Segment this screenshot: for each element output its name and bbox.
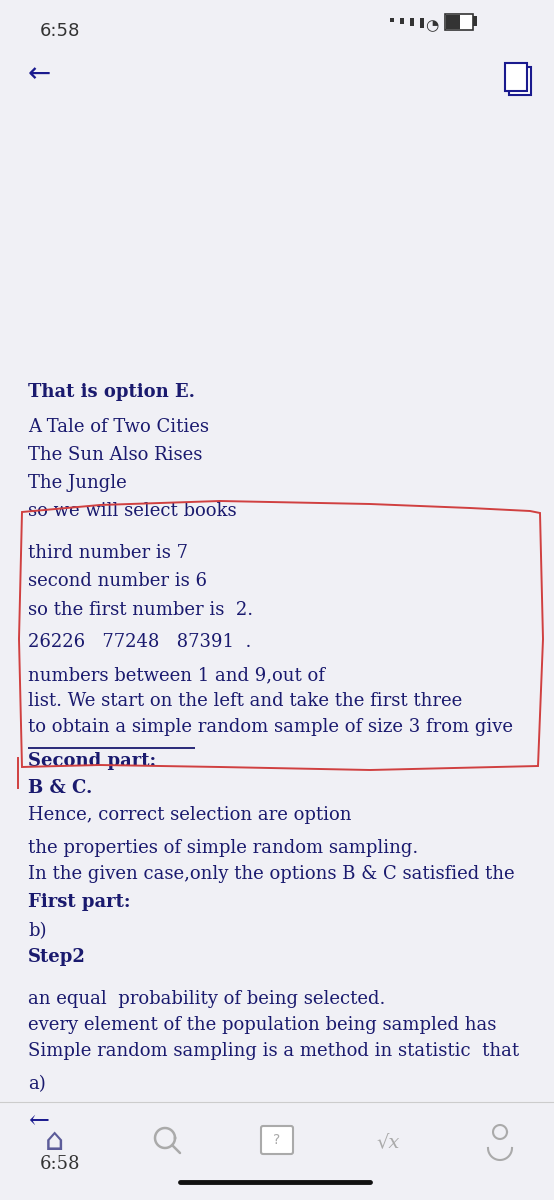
Text: ←: ← (28, 1110, 49, 1133)
FancyBboxPatch shape (473, 16, 477, 26)
Text: Second part:: Second part: (28, 752, 156, 770)
Text: The Jungle: The Jungle (28, 474, 127, 492)
Text: b): b) (28, 922, 47, 940)
Text: second number is 6: second number is 6 (28, 572, 207, 590)
Text: ←: ← (28, 60, 52, 88)
FancyBboxPatch shape (446, 14, 460, 29)
Text: ◔: ◔ (425, 18, 439, 32)
Text: so the first number is  2.: so the first number is 2. (28, 601, 253, 619)
Text: ⌂: ⌂ (45, 1128, 65, 1157)
Text: A Tale of Two Cities: A Tale of Two Cities (28, 418, 209, 436)
Text: a): a) (28, 1075, 46, 1093)
Text: 6:58: 6:58 (40, 1154, 80, 1174)
Bar (390, 18, 394, 22)
Text: Hence, correct selection are option: Hence, correct selection are option (28, 806, 351, 824)
Bar (420, 18, 424, 28)
Bar (410, 18, 414, 26)
FancyBboxPatch shape (261, 1126, 293, 1154)
FancyBboxPatch shape (509, 67, 531, 95)
Text: numbers between 1 and 9,out of: numbers between 1 and 9,out of (28, 666, 325, 684)
Text: B & C.: B & C. (28, 779, 93, 797)
Text: to obtain a simple random sample of size 3 from give: to obtain a simple random sample of size… (28, 718, 513, 736)
FancyBboxPatch shape (505, 62, 527, 91)
Text: 6:58: 6:58 (40, 22, 80, 40)
Text: First part:: First part: (28, 893, 131, 911)
Text: 26226   77248   87391  .: 26226 77248 87391 . (28, 634, 252, 650)
Text: Step2: Step2 (28, 948, 86, 966)
Text: the properties of simple random sampling.: the properties of simple random sampling… (28, 839, 418, 857)
Text: every element of the population being sampled has: every element of the population being sa… (28, 1016, 496, 1034)
FancyBboxPatch shape (445, 14, 473, 30)
Text: an equal  probability of being selected.: an equal probability of being selected. (28, 990, 386, 1008)
Text: Simple random sampling is a method in statistic  that: Simple random sampling is a method in st… (28, 1042, 519, 1060)
Text: The Sun Also Rises: The Sun Also Rises (28, 446, 202, 464)
Text: so we will select books: so we will select books (28, 502, 237, 520)
Bar (400, 18, 404, 24)
Text: list. We start on the left and take the first three: list. We start on the left and take the … (28, 692, 462, 710)
Text: √x: √x (376, 1133, 399, 1151)
Text: ?: ? (273, 1133, 281, 1147)
Text: That is option E.: That is option E. (28, 383, 195, 401)
Text: third number is 7: third number is 7 (28, 544, 188, 562)
Text: In the given case,only the options B & C satisfied the: In the given case,only the options B & C… (28, 865, 515, 883)
